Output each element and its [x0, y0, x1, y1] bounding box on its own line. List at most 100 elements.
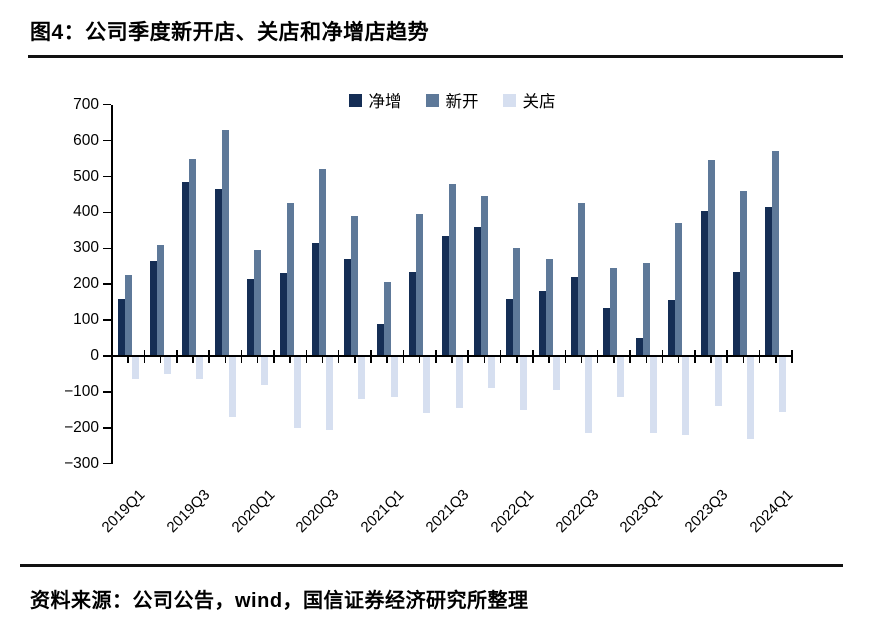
bar-关店-2019Q3	[196, 356, 204, 380]
bar-关店-2021Q1	[390, 356, 398, 398]
legend-swatch-icon	[502, 93, 516, 107]
y-axis-tick	[103, 427, 111, 429]
x-axis-label: 2022Q1	[487, 486, 538, 537]
y-axis-label: −200	[64, 418, 99, 436]
bar-净增-2023Q1	[635, 338, 643, 356]
bar-净增-2021Q2	[409, 271, 417, 356]
bar-新开-2021Q4	[480, 196, 488, 356]
bar-关店-2024Q1	[779, 356, 787, 412]
bar-净增-2021Q3	[441, 235, 449, 356]
bar-关店-2019Q2	[164, 356, 172, 374]
bar-净增-2023Q3	[700, 210, 708, 356]
bar-新开-2023Q2	[675, 223, 683, 356]
figure-title: 图4：公司季度新开店、关店和净增店趋势	[30, 21, 430, 44]
bar-关店-2022Q2	[552, 356, 560, 391]
bar-关店-2022Q1	[520, 356, 528, 410]
legend-label: 关店	[522, 93, 556, 111]
bar-新开-2024Q1	[772, 151, 780, 356]
bar-净增-2020Q3	[311, 242, 319, 356]
legend-swatch-icon	[425, 93, 439, 107]
x-axis-label: 2024Q1	[746, 486, 797, 537]
x-axis-label: 2019Q3	[163, 486, 214, 537]
y-axis-label: −300	[64, 454, 99, 472]
bar-净增-2023Q4	[732, 271, 740, 356]
title-divider	[28, 55, 843, 58]
bar-净增-2020Q1	[247, 278, 255, 356]
bar-关店-2023Q3	[714, 356, 722, 407]
y-axis-tick	[103, 391, 111, 393]
y-axis-line	[111, 104, 113, 464]
legend-swatch-icon	[348, 93, 362, 107]
y-axis-label: 400	[73, 203, 99, 221]
legend-item-关店: 关店	[502, 88, 556, 112]
bar-新开-2023Q1	[642, 262, 650, 356]
y-axis-tick	[103, 139, 111, 142]
legend-label: 新开	[445, 93, 479, 111]
bar-关店-2021Q2	[423, 356, 431, 414]
bar-新开-2022Q4	[610, 268, 618, 356]
y-axis-label: 200	[73, 275, 99, 293]
y-axis-label: 300	[73, 239, 99, 257]
bar-新开-2022Q1	[513, 248, 521, 356]
legend-label: 净增	[368, 93, 402, 111]
bar-关店-2020Q1	[261, 356, 269, 385]
x-axis-label: 2023Q3	[681, 486, 732, 537]
x-axis-label: 2023Q1	[616, 486, 667, 537]
bar-净增-2022Q1	[506, 298, 514, 356]
bar-关店-2019Q1	[131, 356, 139, 380]
bar-净增-2019Q4	[214, 189, 222, 356]
bar-关店-2022Q4	[617, 356, 625, 398]
y-axis-tick	[103, 319, 111, 321]
x-axis-label: 2020Q3	[293, 486, 343, 537]
bar-净增-2020Q4	[344, 259, 352, 356]
y-axis-tick	[103, 355, 111, 357]
bar-新开-2021Q2	[416, 214, 424, 356]
legend-item-新开: 新开	[425, 88, 479, 112]
x-axis-line	[111, 355, 792, 357]
bar-关店-2022Q3	[585, 356, 593, 434]
bar-净增-2023Q2	[668, 300, 676, 356]
bar-新开-2021Q3	[448, 183, 456, 356]
y-axis-label: 700	[73, 95, 99, 113]
bar-关店-2020Q3	[325, 356, 333, 430]
x-axis-tick	[791, 350, 793, 363]
bar-新开-2023Q4	[739, 190, 747, 356]
bar-新开-2022Q2	[545, 259, 553, 356]
bar-关店-2023Q1	[649, 356, 657, 434]
bar-净增-2021Q1	[376, 323, 384, 356]
bar-净增-2020Q2	[279, 273, 287, 356]
x-axis-label: 2022Q3	[552, 486, 602, 537]
bar-新开-2019Q4	[221, 129, 229, 356]
bar-新开-2020Q2	[286, 203, 294, 356]
bar-新开-2021Q1	[383, 282, 391, 356]
y-axis-label: 600	[73, 131, 99, 149]
bar-净增-2019Q3	[182, 181, 190, 356]
bar-新开-2020Q4	[351, 215, 359, 356]
bar-新开-2022Q3	[578, 203, 586, 356]
y-axis-tick	[103, 462, 111, 465]
bar-新开-2019Q1	[124, 275, 132, 356]
bar-净增-2019Q1	[117, 298, 125, 356]
bar-净增-2021Q4	[473, 226, 481, 356]
legend-item-净增: 净增	[348, 88, 402, 112]
bar-关店-2023Q2	[682, 356, 690, 435]
bar-净增-2022Q2	[538, 291, 546, 356]
source-note: 资料来源：公司公告，wind，国信证券经济研究所整理	[30, 590, 529, 612]
bar-新开-2020Q1	[254, 250, 262, 356]
bar-净增-2022Q4	[603, 307, 611, 356]
bar-新开-2020Q3	[318, 169, 326, 356]
y-axis-tick	[103, 175, 111, 178]
chart-legend: 净增 新开 关店	[112, 88, 792, 112]
bar-关店-2020Q4	[358, 356, 366, 400]
y-axis-label: 500	[73, 167, 99, 185]
bar-净增-2024Q1	[765, 207, 773, 356]
bar-关店-2021Q4	[487, 356, 495, 389]
footer-divider	[20, 564, 843, 567]
bar-净增-2019Q2	[150, 260, 158, 356]
bar-关店-2021Q3	[455, 356, 463, 409]
y-axis-label: −100	[64, 382, 99, 400]
bar-关店-2019Q4	[228, 356, 236, 418]
y-axis-label: 0	[90, 347, 99, 364]
